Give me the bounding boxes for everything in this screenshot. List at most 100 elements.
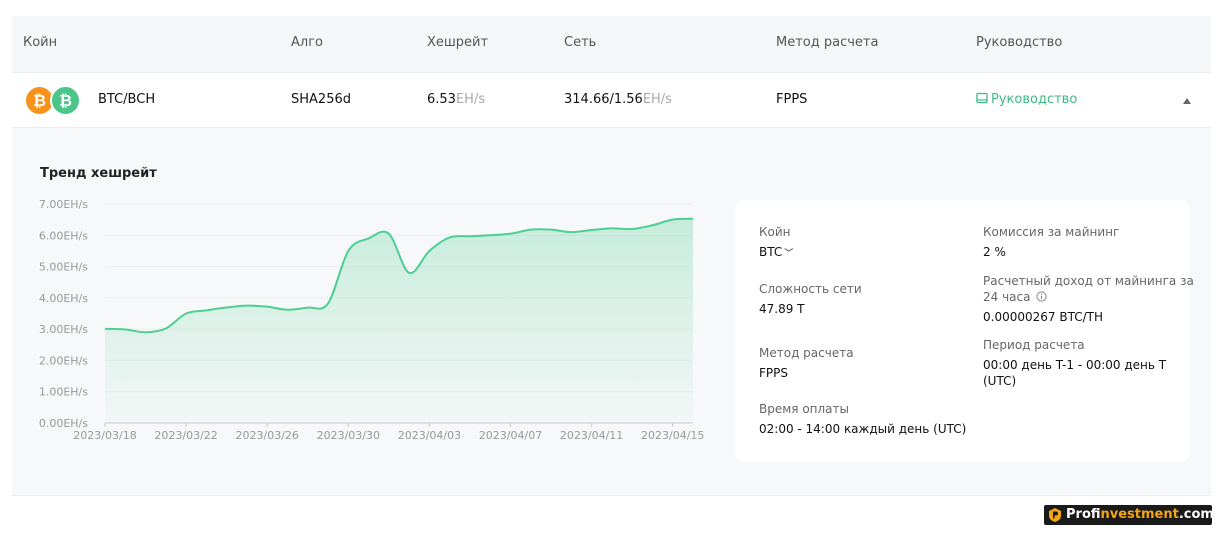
info-coin-label: Койн: [759, 225, 791, 239]
data-point: [205, 309, 207, 311]
data-point: [672, 219, 674, 221]
fee-value: 2 %: [983, 245, 1006, 259]
x-tick-label: 2023/04/07: [479, 429, 542, 442]
series-line: [104, 217, 694, 334]
y-tick-label: 0.00EH/s: [39, 417, 88, 430]
column-coin: Койн: [23, 35, 58, 50]
guide-link-label: Руководство: [991, 92, 1078, 107]
x-tick-label: 2023/04/15: [641, 429, 704, 442]
book-icon: [976, 92, 988, 104]
table-header: Койн Алго Хешрейт Сеть Метод расчета Рук…: [12, 16, 1211, 72]
x-tick-label: 2023/04/03: [398, 429, 461, 442]
hashrate-chart: 0.00EH/s 1.00EH/s 2.00EH/s 3.00EH/s 4.00EH/s…: [39, 198, 705, 442]
data-point: [368, 237, 370, 239]
income-label-line1: Расчетный доход от майнинга за: [983, 274, 1194, 288]
chart-title: Тренд хешрейт: [40, 166, 157, 181]
coin-selector-value: BTC: [759, 245, 783, 259]
coin-selector[interactable]: BTC ﹀: [759, 244, 793, 262]
data-point: [510, 233, 512, 235]
column-method: Метод расчета: [776, 35, 879, 50]
data-point: [185, 313, 187, 315]
data-point: [165, 328, 167, 330]
guide-link[interactable]: Руководство: [976, 92, 1077, 107]
y-tick-label: 3.00EH/s: [39, 323, 88, 336]
column-algo: Алго: [291, 35, 323, 50]
payout-time-label: Время оплаты: [759, 402, 849, 416]
x-tick-label: 2023/04/11: [560, 429, 623, 442]
method-value: FPPS: [776, 92, 808, 107]
algo-value: SHA256d: [291, 92, 351, 107]
period-value-line2: (UTC): [983, 374, 1017, 388]
hashrate-number: 6.53: [427, 92, 456, 107]
data-point: [449, 236, 451, 238]
data-point: [530, 229, 532, 231]
column-hashrate: Хешрейт: [427, 35, 489, 50]
hashrate-unit: EH/s: [455, 92, 486, 107]
payout-time-value: 02:00 - 14:00 каждый день (UTC): [759, 422, 967, 436]
x-tick-label: 2023/03/22: [154, 429, 217, 442]
expanded-details: Тренд хешрейт 0.00EH/s 1.00EH/s 2.00EH/s 3.…: [12, 128, 1211, 496]
data-point: [246, 305, 248, 307]
income-label-line2: 24 часа: [983, 289, 1047, 305]
data-point: [550, 229, 552, 231]
info-icon[interactable]: [1036, 291, 1047, 302]
series-area: [105, 218, 693, 423]
network-unit: EH/s: [642, 92, 672, 107]
network-value: 314.66/1.56EH/s: [564, 92, 672, 107]
data-point: [570, 231, 572, 233]
data-point: [307, 307, 309, 309]
coin-icons: ₿ ₿: [24, 85, 84, 117]
svg-text:₿: ₿: [59, 91, 72, 110]
column-network: Сеть: [564, 35, 597, 50]
data-point: [611, 227, 613, 229]
income-label-text: 24 часа: [983, 290, 1031, 304]
y-tick-label: 1.00EH/s: [39, 386, 88, 399]
x-tick-label: 2023/03/26: [236, 429, 299, 442]
data-point: [651, 224, 653, 226]
y-tick-label: 5.00EH/s: [39, 261, 88, 274]
data-point: [692, 218, 694, 220]
shield-logo-icon: [1049, 508, 1061, 522]
difficulty-label: Сложность сети: [759, 282, 862, 296]
period-value-line1: 00:00 день T-1 - 00:00 день T: [983, 358, 1167, 372]
watermark-text-1: Prof: [1066, 507, 1101, 522]
watermark-text-3: .com: [1178, 507, 1214, 522]
bitcoin-cash-icon: ₿: [50, 85, 81, 116]
data-point: [266, 306, 268, 308]
y-tick-label: 4.00EH/s: [39, 292, 88, 305]
chevron-down-icon: ﹀: [784, 249, 794, 259]
difficulty-value: 47.89 T: [759, 302, 805, 316]
coin-pair: BTC/BCH: [98, 92, 156, 107]
data-point: [428, 250, 430, 252]
column-guide: Руководство: [976, 35, 1063, 50]
data-point: [226, 307, 228, 309]
data-point: [286, 309, 288, 311]
y-tick-label: 2.00EH/s: [39, 354, 88, 367]
period-label: Период расчета: [983, 338, 1085, 352]
y-tick-label: 7.00EH/s: [39, 198, 88, 211]
bitcoin-icon: ₿: [24, 85, 55, 116]
info-method-value: FPPS: [759, 366, 788, 380]
info-method-label: Метод расчета: [759, 346, 854, 360]
svg-text:₿: ₿: [33, 91, 46, 110]
watermark: Profinvestment.com: [1044, 505, 1214, 525]
data-point: [469, 235, 471, 237]
data-point: [327, 302, 329, 304]
data-point: [347, 250, 349, 252]
x-tick-label: 2023/03/30: [317, 429, 380, 442]
data-point: [145, 331, 147, 333]
data-point: [388, 233, 390, 235]
data-point: [591, 229, 593, 231]
watermark-text-2: investment: [1100, 507, 1179, 522]
data-point: [124, 328, 126, 330]
collapse-caret-icon[interactable]: [1183, 98, 1191, 104]
table-row[interactable]: ₿ ₿ BTC/BCH SHA256d 6.53EH/s 314.66/1.56…: [12, 72, 1211, 128]
x-tick-label: 2023/03/18: [73, 429, 136, 442]
info-card: Койн BTC ﹀ Сложность сети 47.89 T Метод р…: [735, 200, 1194, 462]
income-value: 0.00000267 BTC/TH: [983, 310, 1103, 324]
data-point: [489, 234, 491, 236]
network-number: 314.66/1.56: [564, 92, 643, 107]
data-point: [104, 328, 106, 330]
data-point: [408, 272, 410, 274]
y-tick-label: 6.00EH/s: [39, 229, 88, 242]
